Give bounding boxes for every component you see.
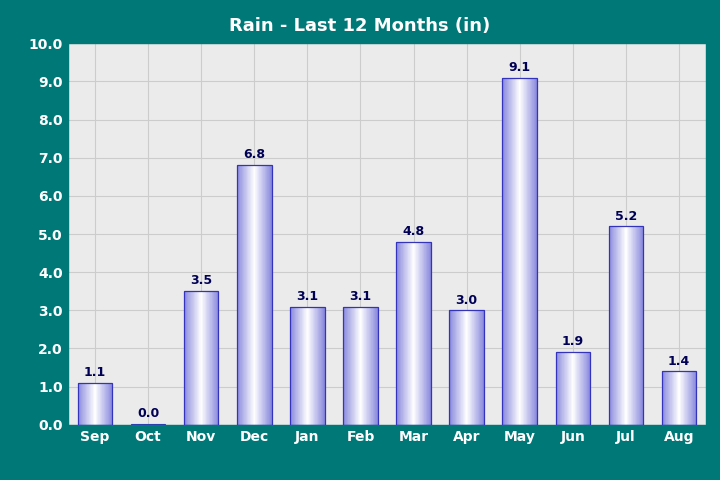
Text: 0.0: 0.0 [137, 407, 159, 420]
Text: 3.1: 3.1 [349, 290, 372, 303]
Text: 3.5: 3.5 [190, 275, 212, 288]
Bar [662, 372, 696, 425]
Bar [184, 291, 218, 425]
Bar [503, 78, 537, 425]
Bar [237, 165, 271, 425]
Text: 1.9: 1.9 [562, 336, 584, 348]
Text: 5.2: 5.2 [615, 210, 637, 223]
Bar [396, 241, 431, 425]
Bar [290, 307, 325, 425]
Bar [556, 352, 590, 425]
Text: 1.4: 1.4 [668, 355, 690, 368]
Text: 3.0: 3.0 [456, 293, 477, 307]
Bar [608, 227, 643, 425]
Text: 6.8: 6.8 [243, 148, 265, 161]
Bar [343, 307, 378, 425]
Text: 9.1: 9.1 [509, 61, 531, 74]
Bar [78, 383, 112, 425]
Text: 4.8: 4.8 [402, 225, 425, 238]
Text: 3.1: 3.1 [297, 290, 318, 303]
Bar [449, 310, 484, 425]
Text: Rain - Last 12 Months (in): Rain - Last 12 Months (in) [230, 17, 490, 35]
Text: 1.1: 1.1 [84, 366, 106, 379]
